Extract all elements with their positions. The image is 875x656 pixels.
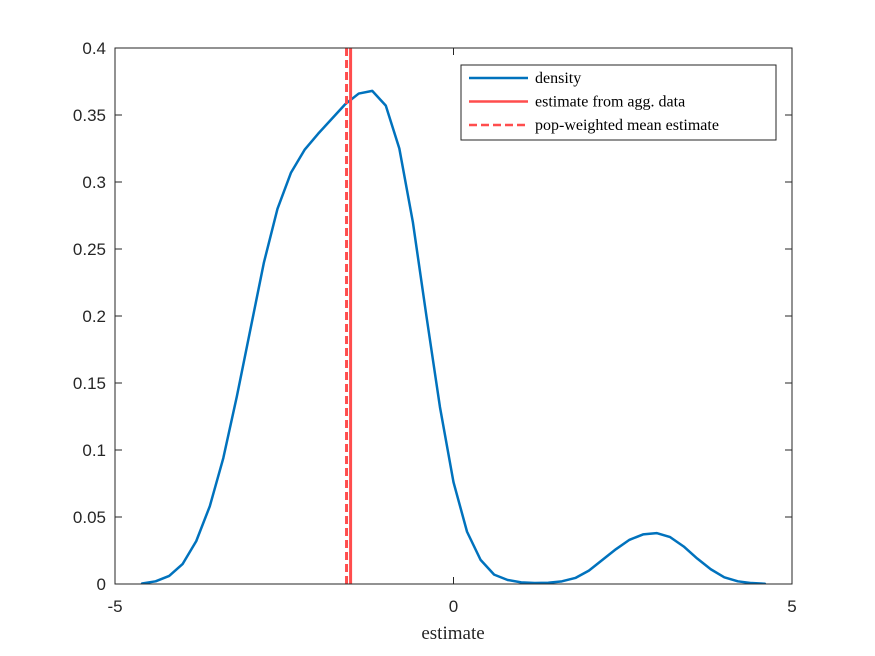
y-tick-label: 0 (97, 575, 106, 594)
y-tick-label: 0.15 (73, 374, 106, 393)
x-axis-label: estimate (421, 623, 484, 644)
plot-area (140, 48, 767, 584)
y-tick-label: 0.2 (82, 307, 106, 326)
y-tick-label: 0.05 (73, 508, 106, 527)
series-line-1 (140, 89, 767, 584)
x-tick-label: 0 (449, 597, 458, 616)
legend-entry: estimate from agg. data (535, 94, 685, 111)
y-tick-label: 0.25 (73, 240, 106, 259)
y-tick-label: 0.4 (82, 39, 106, 58)
legend: density estimate from agg. data pop-weight… (460, 64, 777, 141)
legend-entry: pop-weighted mean estimate (535, 117, 719, 134)
y-tick-label: 0.1 (82, 441, 106, 460)
y-tick-label: 0.35 (73, 106, 106, 125)
legend-entry: density (535, 70, 581, 87)
x-tick-label: 5 (787, 597, 796, 616)
y-tick-label: 0.3 (82, 173, 106, 192)
axes: -5 0 500.050.10.150.20.250.30.350.4 (73, 39, 797, 616)
x-tick-label: -5 (107, 597, 122, 616)
